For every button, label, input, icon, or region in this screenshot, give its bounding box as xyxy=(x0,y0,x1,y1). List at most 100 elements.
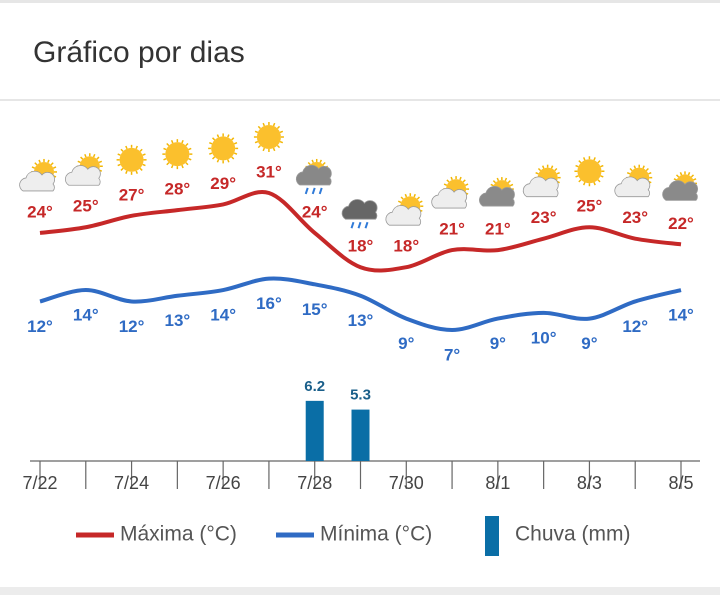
sun-ray xyxy=(446,179,450,183)
sun-ray xyxy=(233,152,238,155)
sun-ray xyxy=(413,193,416,198)
sun-ray xyxy=(181,139,184,144)
sun-ray xyxy=(135,170,139,174)
cloud xyxy=(64,165,101,186)
sun-ray xyxy=(188,147,192,151)
sun-ray xyxy=(272,147,276,152)
temperature-line xyxy=(39,190,682,273)
legend-label: Mínima (°C) xyxy=(320,523,432,546)
sun xyxy=(211,136,236,161)
sun-ray xyxy=(575,164,579,168)
x-tick-label: 7/22 xyxy=(22,473,57,493)
weather-icon xyxy=(64,153,103,186)
sun-ray xyxy=(496,177,500,182)
temperature-label: 18° xyxy=(348,237,374,256)
x-tick-label: 7/28 xyxy=(297,473,332,493)
sun-ray xyxy=(550,165,554,169)
temperature-label: 23° xyxy=(531,208,557,227)
temperature-label: 22° xyxy=(668,214,694,233)
sun-ray xyxy=(593,182,596,186)
sun-ray xyxy=(212,156,216,160)
temperature-label: 7° xyxy=(444,345,460,364)
sun-ray xyxy=(642,165,645,169)
rain-drop xyxy=(357,221,362,229)
legend-label: Chuva (mm) xyxy=(515,523,631,546)
sun-ray xyxy=(84,153,87,158)
sun-ray xyxy=(443,183,448,186)
sun-ray xyxy=(135,145,139,150)
sun-ray xyxy=(537,167,542,172)
sun-ray xyxy=(80,156,84,160)
temperature-line xyxy=(39,276,682,333)
sun-ray xyxy=(276,144,281,149)
temperature-label: 9° xyxy=(581,334,597,353)
sun-ray xyxy=(600,175,604,178)
sun-ray xyxy=(629,167,633,172)
sun-ray xyxy=(227,159,230,163)
cloud xyxy=(614,176,651,198)
temperature-label: 24° xyxy=(27,202,53,221)
temperature-label: 9° xyxy=(490,334,506,353)
sun-ray xyxy=(509,183,514,187)
sun-ray xyxy=(231,156,235,160)
weather-icon xyxy=(574,156,605,187)
sun-ray xyxy=(212,137,216,141)
sun-ray xyxy=(690,174,695,178)
sun-ray xyxy=(166,162,170,166)
sun-ray xyxy=(185,142,189,147)
sun xyxy=(577,159,602,184)
sun-ray xyxy=(31,166,36,169)
sun-ray xyxy=(262,122,266,127)
weather-icon xyxy=(295,158,332,195)
sun-ray xyxy=(139,167,143,171)
cloud xyxy=(19,170,55,192)
sun-ray xyxy=(96,156,100,160)
sun-ray xyxy=(400,196,404,200)
top-border xyxy=(0,0,720,3)
sun-ray xyxy=(272,122,276,127)
temperature-label: 25° xyxy=(73,197,99,216)
sun-ray xyxy=(216,159,220,163)
sun-ray xyxy=(142,163,146,167)
sun-ray xyxy=(575,175,579,178)
sun-ray xyxy=(188,158,192,161)
sun-ray xyxy=(554,167,558,172)
sun-ray xyxy=(125,170,128,174)
sun-ray xyxy=(319,159,322,163)
legend-swatch xyxy=(485,516,499,556)
sun-ray xyxy=(633,165,637,169)
sun-ray xyxy=(170,164,174,169)
x-tick-label: 7/24 xyxy=(114,473,149,493)
temperature-label: 14° xyxy=(668,306,694,325)
temperature-label: 16° xyxy=(256,294,282,313)
sun-ray xyxy=(47,159,50,164)
weather-icon xyxy=(431,176,470,209)
temperature-label: 12° xyxy=(27,317,53,336)
sun-ray xyxy=(556,171,560,175)
sun-ray xyxy=(307,161,311,166)
temperature-label: 13° xyxy=(164,311,190,330)
temperature-label: 27° xyxy=(119,185,145,204)
rain-bar xyxy=(351,409,370,461)
cloud xyxy=(431,187,468,209)
weather-icon xyxy=(341,199,378,229)
sun-ray xyxy=(687,172,691,176)
cloud xyxy=(479,185,515,207)
temperature-label: 12° xyxy=(622,317,648,336)
sun-ray xyxy=(535,171,539,175)
x-tick-label: 7/26 xyxy=(206,473,241,493)
weather-icon xyxy=(522,164,561,198)
sun-ray xyxy=(125,145,128,150)
sun-ray xyxy=(600,164,604,168)
sun-ray xyxy=(254,130,259,134)
cloud xyxy=(522,176,559,198)
cloud xyxy=(662,180,698,201)
temperature-label: 10° xyxy=(531,328,557,347)
sun-ray xyxy=(578,179,582,183)
sun-ray xyxy=(117,153,121,156)
sun-ray xyxy=(98,160,103,164)
sun-ray xyxy=(597,160,601,164)
rain-label: 5.3 xyxy=(350,387,371,404)
sun-ray xyxy=(322,161,326,166)
